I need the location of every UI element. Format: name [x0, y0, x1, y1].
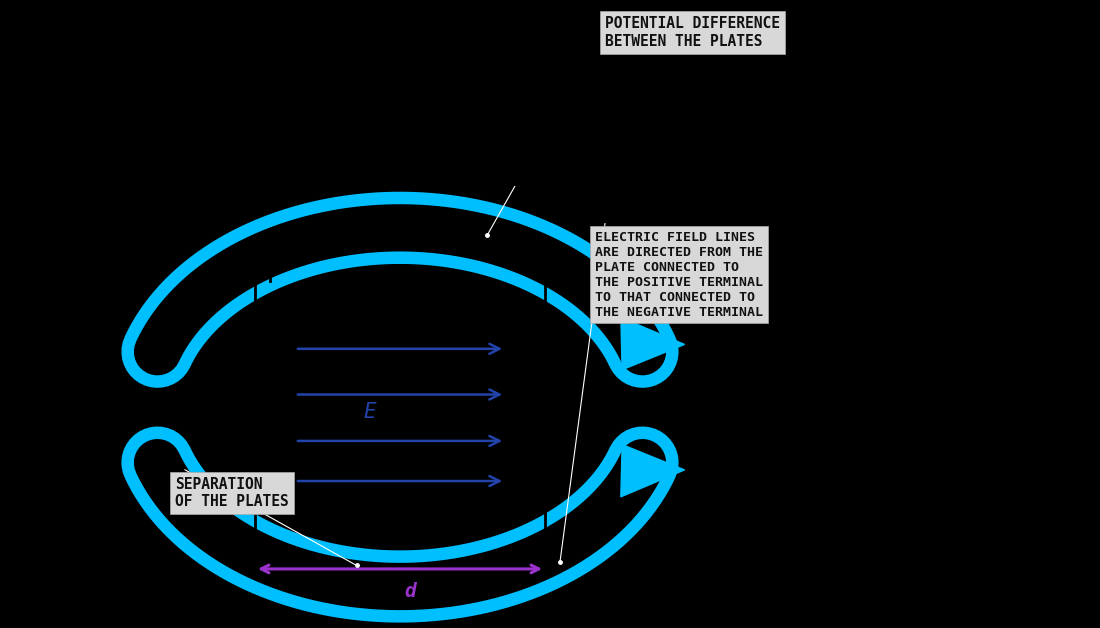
Text: POTENTIAL DIFFERENCE
BETWEEN THE PLATES: POTENTIAL DIFFERENCE BETWEEN THE PLATES: [605, 16, 780, 48]
Text: ELECTRIC FIELD LINES
ARE DIRECTED FROM THE
PLATE CONNECTED TO
THE POSITIVE TERMI: ELECTRIC FIELD LINES ARE DIRECTED FROM T…: [595, 230, 763, 318]
Polygon shape: [620, 445, 684, 497]
Text: SEPARATION
OF THE PLATES: SEPARATION OF THE PLATES: [175, 477, 288, 509]
Text: E: E: [364, 401, 376, 421]
Polygon shape: [620, 318, 684, 370]
Text: d: d: [404, 582, 416, 600]
